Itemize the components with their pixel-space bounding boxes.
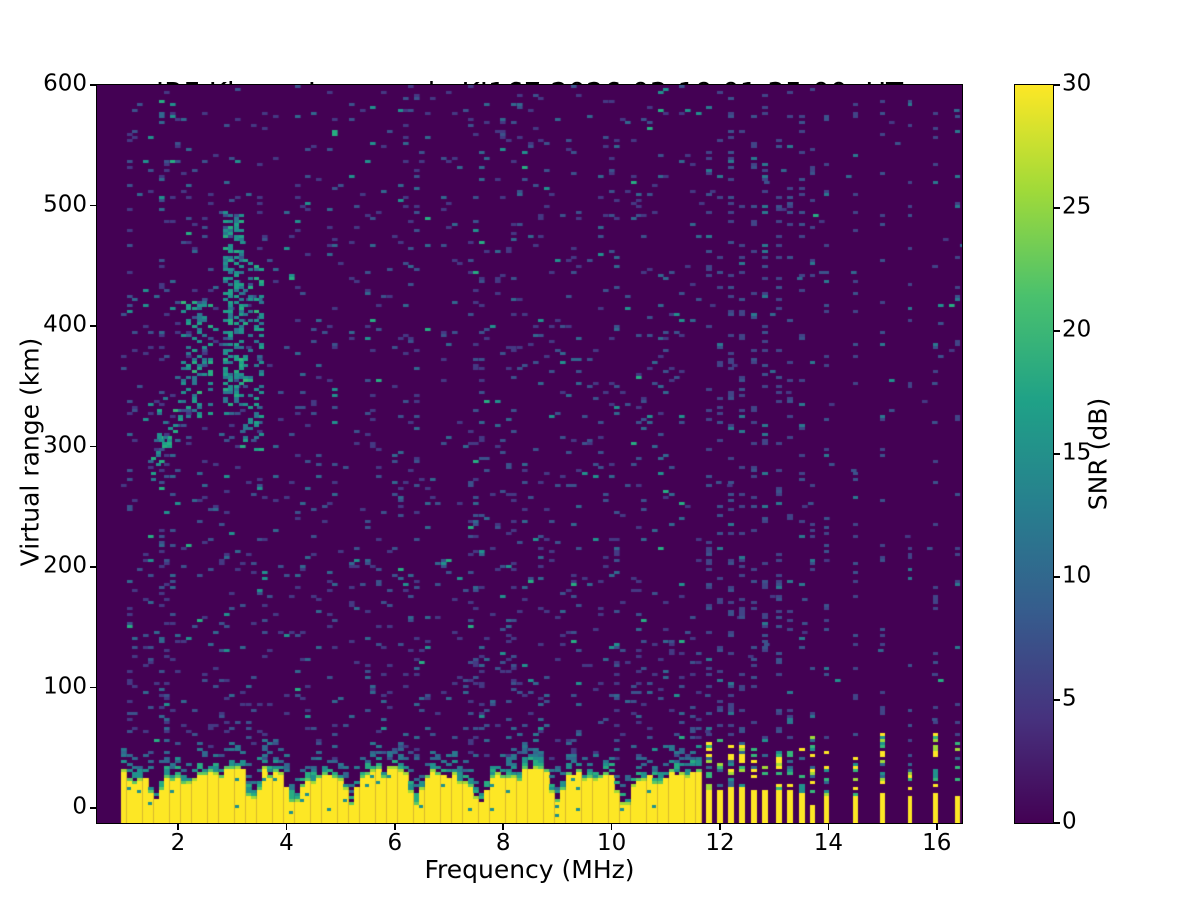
plot-area	[97, 85, 962, 823]
y-tick-mark	[90, 807, 97, 809]
y-tick-mark	[90, 566, 97, 568]
x-tick-label: 6	[387, 830, 403, 856]
x-tick-mark	[177, 823, 179, 830]
x-tick-label: 10	[596, 830, 627, 856]
y-tick-mark	[90, 686, 97, 689]
colorbar-tick-label: 10	[1062, 562, 1092, 589]
y-tick-mark	[90, 84, 97, 86]
colorbar-tick-mark	[1053, 576, 1060, 578]
colorbar-tick-mark	[1053, 84, 1060, 86]
y-tick-label: 0	[72, 793, 87, 820]
x-tick-label: 14	[813, 830, 844, 856]
y-tick-mark	[90, 204, 97, 207]
y-tick-label: 100	[43, 673, 87, 700]
colorbar-tick-label: 20	[1062, 316, 1092, 343]
x-tick-label: 8	[495, 830, 511, 856]
x-tick-label: 12	[705, 830, 735, 856]
x-axis-label: Frequency (MHz)	[424, 855, 635, 884]
y-tick-label: 600	[43, 70, 87, 97]
x-tick-mark	[827, 823, 830, 830]
x-tick-mark	[610, 823, 613, 830]
colorbar-tick-mark	[1053, 699, 1060, 701]
y-tick-label: 200	[43, 552, 87, 579]
y-tick-mark	[90, 445, 97, 448]
y-tick-label: 400	[43, 311, 87, 338]
colorbar-tick-label: 0	[1062, 808, 1077, 835]
x-tick-mark	[719, 823, 721, 830]
x-tick-label: 16	[922, 830, 952, 856]
colorbar-tick-mark	[1053, 822, 1060, 824]
x-tick-mark	[936, 823, 938, 830]
y-tick-mark	[90, 325, 97, 327]
colorbar-tick-label: 30	[1062, 70, 1092, 97]
colorbar	[1015, 85, 1053, 823]
colorbar-tick-label: 15	[1062, 439, 1092, 466]
y-tick-label: 500	[43, 191, 87, 218]
y-tick-label: 300	[43, 432, 87, 459]
colorbar-tick-mark	[1053, 207, 1060, 209]
ionogram-heatmap-canvas	[97, 85, 962, 823]
x-tick-label: 4	[279, 830, 294, 856]
x-tick-mark	[502, 823, 504, 830]
colorbar-tick-label: 25	[1062, 193, 1092, 220]
colorbar-tick-label: 5	[1062, 685, 1077, 712]
x-tick-label: 2	[170, 830, 186, 856]
x-tick-mark	[394, 823, 396, 830]
colorbar-tick-mark	[1053, 330, 1060, 332]
x-tick-mark	[285, 823, 288, 830]
colorbar-tick-mark	[1053, 453, 1060, 455]
